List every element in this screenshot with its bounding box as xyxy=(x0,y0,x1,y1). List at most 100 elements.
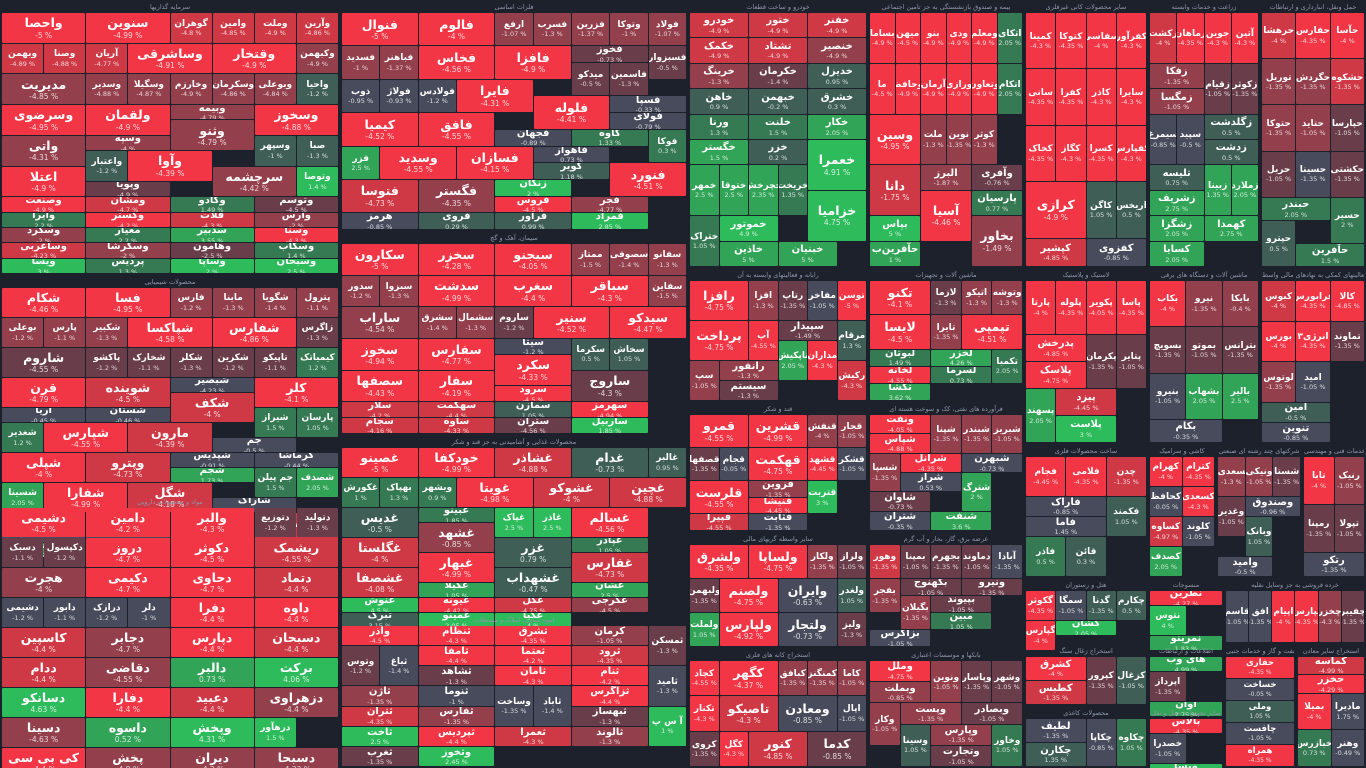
stock-tile[interactable]: فسپا -0.33 % xyxy=(610,96,686,113)
stock-tile[interactable]: تابا -4 % xyxy=(1304,457,1334,504)
stock-tile[interactable]: فخاس -4.56 % xyxy=(418,46,495,79)
stock-tile[interactable]: دفرا -4.4 % xyxy=(170,598,254,627)
stock-tile[interactable]: سخوز -4.94 % xyxy=(342,338,418,370)
stock-tile[interactable]: ماینا -1.3 % xyxy=(212,288,254,317)
stock-tile[interactable]: ثمسکن -1.3 % xyxy=(648,626,686,666)
stock-tile[interactable]: خرینگ -1.3 % xyxy=(690,63,748,89)
stock-tile[interactable]: شکف -4 % xyxy=(170,393,254,422)
stock-tile[interactable]: کزغال -1.05 % xyxy=(1116,657,1146,704)
stock-tile[interactable]: ثنوما -1 % xyxy=(418,686,495,706)
stock-tile[interactable]: زشریف 2.75 % xyxy=(1150,190,1204,216)
stock-tile[interactable]: زگلدشت 0.5 % xyxy=(1204,114,1258,139)
stock-tile[interactable]: سفار -4.19 % xyxy=(418,370,495,402)
stock-tile[interactable]: افزا -1.3 % xyxy=(749,281,778,320)
stock-tile[interactable]: ودی -4.9 % xyxy=(946,13,971,63)
stock-tile[interactable]: بهپاک 1.3 % xyxy=(380,478,418,507)
stock-tile[interactable]: شبریز -1.05 % xyxy=(992,415,1022,453)
stock-tile[interactable]: سیتا -1.2 % xyxy=(495,338,571,354)
stock-tile[interactable]: بایکا -0.4 % xyxy=(1222,281,1258,327)
stock-tile[interactable]: وتعاون-4.9 % xyxy=(972,63,997,114)
stock-tile[interactable]: سدشت -4.99 % xyxy=(418,275,495,307)
stock-tile[interactable]: دکیمی -4.7 % xyxy=(86,568,170,597)
stock-tile[interactable]: کساوه -4.97 % xyxy=(1150,517,1182,546)
stock-tile[interactable]: قهکمت -4.75 % xyxy=(749,448,807,481)
stock-tile[interactable]: پلوله -4.35 % xyxy=(1056,281,1086,334)
stock-tile[interactable]: پرداخت -4.75 % xyxy=(690,321,748,360)
stock-tile[interactable]: وکادو 1.49 % xyxy=(170,197,254,212)
stock-tile[interactable]: خصدرا -1.05 % xyxy=(1150,734,1186,763)
stock-tile[interactable]: پیزد -4.45 % xyxy=(1056,389,1116,415)
stock-tile[interactable]: سباقر -4.3 % xyxy=(571,275,648,307)
stock-tile[interactable]: تلیسه 0.75 % xyxy=(1150,165,1204,190)
stock-tile[interactable]: اعتلا -4.9 % xyxy=(2,166,86,197)
stock-tile[interactable]: سخزر -4.28 % xyxy=(418,244,495,275)
stock-tile[interactable]: لخزر 4.26 % xyxy=(931,349,992,366)
stock-tile[interactable]: ددام -4.4 % xyxy=(2,658,86,687)
stock-tile[interactable]: وآرین -4.86 % xyxy=(296,13,338,43)
stock-tile[interactable]: فنوال -5 % xyxy=(342,13,418,46)
stock-tile[interactable]: البرز -1.87 % xyxy=(921,165,971,190)
stock-tile[interactable]: زاگرس -1.3 % xyxy=(296,318,338,347)
stock-tile[interactable]: امین -0.5 % xyxy=(1262,402,1330,422)
stock-tile[interactable]: غچین -4.88 % xyxy=(610,478,686,507)
stock-tile[interactable]: حفاری -4.35 % xyxy=(1226,657,1294,678)
stock-tile[interactable]: قائن 0.3 % xyxy=(1066,537,1106,576)
stock-tile[interactable]: کفزوی -0.85 % xyxy=(1086,238,1146,266)
stock-tile[interactable]: آریان -4.77 % xyxy=(86,43,128,74)
stock-tile[interactable]: شخارک -1.1 % xyxy=(128,348,170,377)
stock-tile[interactable]: فمراد 2.85 % xyxy=(571,213,648,229)
stock-tile[interactable]: زماهان-4.35 % xyxy=(1177,13,1204,63)
stock-tile[interactable]: وسبحان 2.5 % xyxy=(254,258,338,273)
stock-tile[interactable]: دشیمی -4.5 % xyxy=(2,508,86,537)
stock-tile[interactable]: تبرک 3.15 % xyxy=(342,613,418,627)
stock-tile[interactable]: سغرب -4.4 % xyxy=(495,275,571,307)
stock-tile[interactable]: کماسه -4.99 % xyxy=(1298,657,1364,675)
stock-tile[interactable]: ثاژن -1.35 % xyxy=(342,686,418,706)
stock-tile[interactable]: معیار 2.2 % xyxy=(86,227,170,243)
stock-tile[interactable]: غالبر 0.95 % xyxy=(648,448,686,477)
stock-tile[interactable]: بزاگرس -1.05 % xyxy=(870,630,931,646)
stock-tile[interactable]: دفارا -4.4 % xyxy=(86,688,170,717)
stock-tile[interactable]: افق-1.35 % xyxy=(1249,591,1272,642)
stock-tile[interactable]: قپیرا -4.55 % xyxy=(690,514,748,530)
stock-tile[interactable]: ثامان -4.3 % xyxy=(495,666,571,686)
stock-tile[interactable]: ومشان -4.7 % xyxy=(86,197,170,212)
stock-tile[interactable]: آسیا -4.46 % xyxy=(921,190,971,241)
stock-tile[interactable]: کفرآور -4.3 % xyxy=(1116,13,1146,69)
stock-tile[interactable]: فسا -4.95 % xyxy=(86,288,170,317)
stock-tile[interactable]: فروی 0.29 % xyxy=(418,213,495,229)
stock-tile[interactable]: فرآور 0.99 % xyxy=(495,213,571,229)
stock-tile[interactable]: لطیف -1.35 % xyxy=(1026,719,1086,742)
stock-tile[interactable]: فوکا 0.3 % xyxy=(648,129,686,163)
stock-tile[interactable]: وکبهمن -4.9 % xyxy=(296,43,338,74)
stock-tile[interactable]: ثشرق -4.35 % xyxy=(495,626,571,646)
stock-tile[interactable]: مادیرا 1.75 % xyxy=(1331,693,1364,730)
stock-tile[interactable]: سرچشمه -4.42 % xyxy=(212,166,296,197)
stock-tile[interactable]: وخاور 1.05 % xyxy=(992,724,1022,766)
stock-tile[interactable]: وشهر -1.05 % xyxy=(992,661,1022,703)
stock-tile[interactable]: کاما -1.05 % xyxy=(837,661,866,696)
stock-tile[interactable]: بپاس 5 % xyxy=(870,216,920,241)
stock-tile[interactable]: حفارس -4.35 % xyxy=(1296,13,1330,59)
stock-tile[interactable]: حرهشا -4 % xyxy=(1262,13,1296,59)
stock-tile[interactable]: فرابورس-4.35 % xyxy=(1296,281,1330,321)
stock-tile[interactable]: اپیام -4 % xyxy=(1272,591,1295,642)
stock-tile[interactable]: وهامون -2.5 % xyxy=(170,243,254,258)
stock-tile[interactable]: اوان 2.75 % xyxy=(1150,702,1222,716)
stock-tile[interactable]: زشگزا 2.05 % xyxy=(1150,216,1204,241)
stock-tile[interactable]: پدرخش -4.85 % xyxy=(1026,335,1086,361)
stock-tile[interactable]: پارسان 1.05 % xyxy=(296,408,338,437)
stock-tile[interactable]: کخاک -4.35 % xyxy=(1026,125,1056,182)
stock-tile[interactable]: ومعادن -0.85 % xyxy=(778,696,837,731)
stock-tile[interactable]: سیدکو -4.47 % xyxy=(610,307,686,338)
stock-tile[interactable]: شستا -1.35 % xyxy=(1273,457,1300,496)
stock-tile[interactable]: خساخت -0.05 % xyxy=(1226,679,1294,700)
stock-tile[interactable]: سشمال -1.3 % xyxy=(456,307,495,338)
stock-tile[interactable]: شبهرن -0.73 % xyxy=(961,453,1022,472)
stock-tile[interactable]: وسکرمان -4.86 % xyxy=(212,74,254,105)
stock-tile[interactable]: شبصیر -4.23 % xyxy=(170,378,254,392)
stock-tile[interactable]: کدما -0.85 % xyxy=(808,731,866,766)
stock-tile[interactable]: قاسم-1.05 % xyxy=(1226,591,1249,642)
stock-tile[interactable]: دسینا -4.63 % xyxy=(2,718,86,747)
stock-tile[interactable]: ختراک 1.05 % xyxy=(690,216,719,266)
